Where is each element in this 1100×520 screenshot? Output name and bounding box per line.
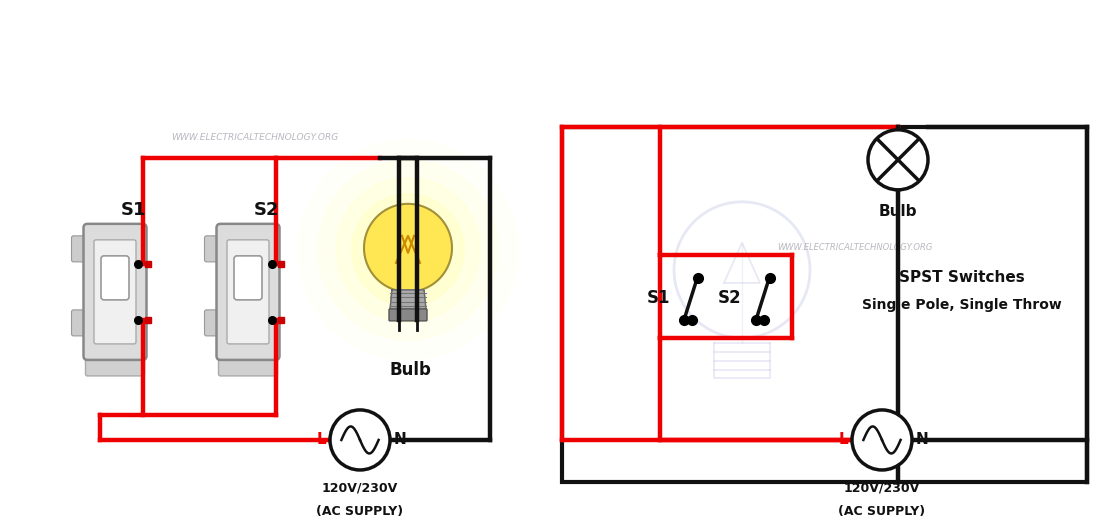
Circle shape bbox=[364, 204, 452, 292]
Text: 120V/230V: 120V/230V bbox=[844, 482, 920, 495]
Text: (AC SUPPLY): (AC SUPPLY) bbox=[317, 505, 404, 518]
Text: L: L bbox=[838, 433, 848, 447]
FancyBboxPatch shape bbox=[227, 240, 270, 344]
Text: SPST Switches: SPST Switches bbox=[899, 270, 1025, 285]
Text: N: N bbox=[916, 433, 928, 447]
Text: S2: S2 bbox=[254, 201, 279, 219]
Text: Single Pole, Single Throw: Single Pole, Single Throw bbox=[862, 298, 1062, 312]
FancyBboxPatch shape bbox=[86, 354, 144, 376]
Circle shape bbox=[352, 194, 464, 306]
FancyBboxPatch shape bbox=[217, 224, 279, 360]
FancyBboxPatch shape bbox=[101, 256, 129, 300]
Text: WWW.ELECTRICALTECHNOLOGY.ORG: WWW.ELECTRICALTECHNOLOGY.ORG bbox=[172, 133, 339, 142]
FancyBboxPatch shape bbox=[234, 256, 262, 300]
Circle shape bbox=[336, 178, 480, 322]
Bar bbox=[562, 127, 1087, 482]
Text: How To Wire Switches in Parallel ?: How To Wire Switches in Parallel ? bbox=[147, 15, 953, 57]
Text: Bulb: Bulb bbox=[879, 204, 917, 219]
FancyBboxPatch shape bbox=[72, 236, 89, 262]
FancyBboxPatch shape bbox=[205, 310, 222, 336]
Text: (AC SUPPLY): (AC SUPPLY) bbox=[838, 505, 925, 518]
Text: N: N bbox=[394, 433, 407, 447]
FancyBboxPatch shape bbox=[389, 309, 427, 321]
Text: 120V/230V: 120V/230V bbox=[322, 482, 398, 495]
Circle shape bbox=[298, 140, 518, 360]
FancyBboxPatch shape bbox=[72, 310, 89, 336]
Text: S1: S1 bbox=[121, 201, 146, 219]
FancyBboxPatch shape bbox=[84, 224, 146, 360]
Text: L: L bbox=[317, 433, 326, 447]
Circle shape bbox=[868, 130, 928, 190]
Text: S2: S2 bbox=[718, 289, 741, 307]
Text: Bulb: Bulb bbox=[389, 361, 431, 379]
Circle shape bbox=[365, 207, 451, 293]
Circle shape bbox=[318, 160, 498, 340]
FancyBboxPatch shape bbox=[94, 240, 136, 344]
Circle shape bbox=[852, 410, 912, 470]
FancyBboxPatch shape bbox=[205, 236, 222, 262]
Text: S1: S1 bbox=[647, 289, 670, 307]
Polygon shape bbox=[390, 290, 426, 310]
Circle shape bbox=[330, 410, 390, 470]
FancyBboxPatch shape bbox=[219, 354, 277, 376]
Text: WWW.ELECTRICALTECHNOLOGY.ORG: WWW.ELECTRICALTECHNOLOGY.ORG bbox=[778, 243, 933, 252]
